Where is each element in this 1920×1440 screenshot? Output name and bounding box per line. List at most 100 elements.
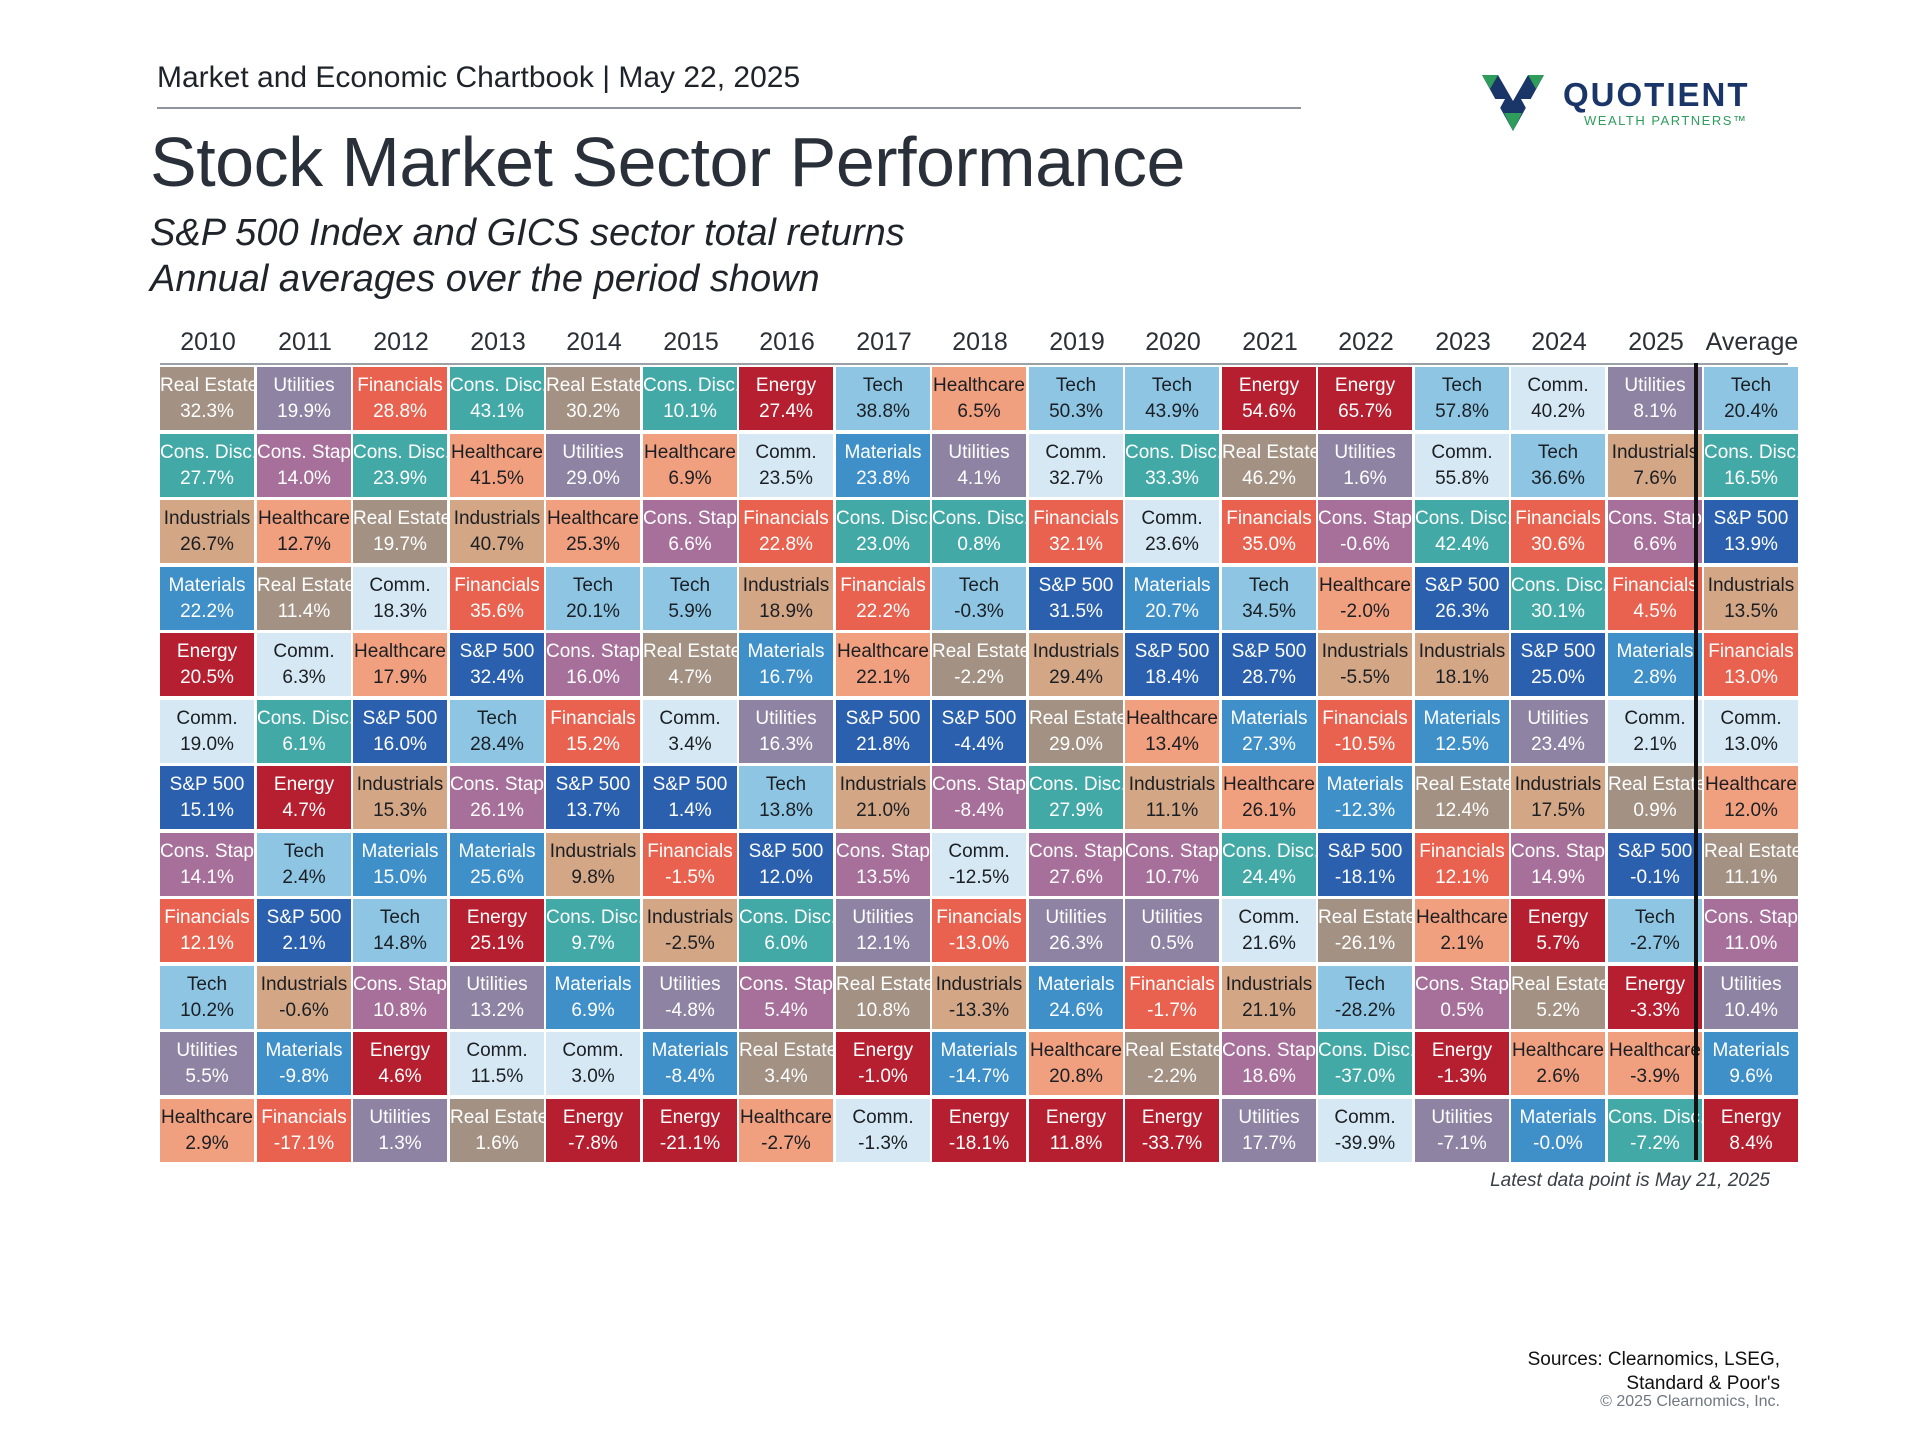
- sector-cell: Comm. 23.5%: [739, 434, 833, 497]
- sector-return: 38.8%: [856, 401, 910, 422]
- sector-return: -0.6%: [1340, 534, 1390, 555]
- sector-name: Industrials: [356, 774, 444, 795]
- sector-cell: Utilities -7.1%: [1415, 1099, 1509, 1162]
- sector-return: -2.5%: [665, 933, 715, 954]
- sector-name: S&P 500: [362, 708, 438, 729]
- sector-cell: Real Estate 3.4%: [739, 1032, 833, 1095]
- sector-cell: Tech 14.8%: [353, 899, 447, 962]
- sector-return: 3.4%: [668, 734, 712, 755]
- sector-cell: Utilities 1.6%: [1318, 434, 1412, 497]
- sector-name: Tech: [572, 575, 614, 596]
- sector-name: Materials: [1616, 641, 1694, 662]
- sector-cell: Comm. 11.5%: [450, 1032, 544, 1095]
- sector-return: -33.7%: [1141, 1133, 1203, 1154]
- sector-cell: Real Estate -26.1%: [1318, 899, 1412, 962]
- sector-name: Real Estate: [1511, 974, 1605, 995]
- sector-name: Industrials: [1321, 641, 1409, 662]
- sector-cell: Real Estate 11.1%: [1704, 833, 1798, 896]
- year-label-2013: 2013: [470, 328, 526, 356]
- sector-cell: Materials 12.5%: [1415, 700, 1509, 763]
- sector-name: Tech: [958, 575, 1000, 596]
- sector-return: 32.1%: [1049, 534, 1103, 555]
- sector-cell: Utilities 29.0%: [546, 434, 640, 497]
- sector-return: 4.7%: [282, 800, 326, 821]
- sector-cell: Real Estate 11.4%: [257, 567, 351, 630]
- sector-return: 54.6%: [1242, 401, 1296, 422]
- sector-cell: Utilities 17.7%: [1222, 1099, 1316, 1162]
- sector-cell: Tech 50.3%: [1029, 367, 1123, 430]
- sector-return: -8.4%: [665, 1066, 715, 1087]
- sector-cell: Healthcare -3.9%: [1608, 1032, 1702, 1095]
- sector-cell: Financials -17.1%: [257, 1099, 351, 1162]
- sector-return: 11.0%: [1724, 933, 1778, 954]
- sector-cell: Healthcare 22.1%: [836, 633, 930, 696]
- sector-return: 21.1%: [1242, 1000, 1296, 1021]
- sector-cell: Industrials 21.1%: [1222, 966, 1316, 1029]
- sector-return: 0.5%: [1150, 933, 1194, 954]
- sector-name: Industrials: [1032, 641, 1120, 662]
- sector-name: Tech: [669, 575, 711, 596]
- sector-name: Industrials: [1418, 641, 1506, 662]
- sector-name: Materials: [554, 974, 632, 995]
- sector-cell: Financials -1.5%: [643, 833, 737, 896]
- sector-cell: Comm. 18.3%: [353, 567, 447, 630]
- sector-cell: Real Estate 5.2%: [1511, 966, 1605, 1029]
- sector-return: 36.6%: [1531, 468, 1585, 489]
- sector-name: Energy: [755, 375, 817, 396]
- sector-name: Utilities: [176, 1040, 238, 1061]
- sector-name: Tech: [1055, 375, 1097, 396]
- sector-name: Financials: [1033, 508, 1119, 529]
- sector-name: Materials: [844, 442, 922, 463]
- sector-name: Tech: [1248, 575, 1290, 596]
- sector-name: Comm.: [755, 442, 817, 463]
- sector-return: 1.4%: [668, 800, 712, 821]
- sector-cell: Real Estate 4.7%: [643, 633, 737, 696]
- sector-name: Energy: [852, 1040, 914, 1061]
- sector-name: Comm.: [1624, 708, 1686, 729]
- sector-name: Healthcare: [1126, 708, 1218, 729]
- sector-name: Energy: [1624, 974, 1686, 995]
- sector-cell: S&P 500 32.4%: [450, 633, 544, 696]
- sector-return: 13.8%: [759, 800, 813, 821]
- sector-cell: Cons. Stap. -0.6%: [1318, 500, 1412, 563]
- sector-cell: Healthcare 12.7%: [257, 500, 351, 563]
- sector-cell: Energy 8.4%: [1704, 1099, 1798, 1162]
- sector-cell: Tech 20.1%: [546, 567, 640, 630]
- sector-name: Cons. Disc.: [932, 508, 1026, 529]
- sector-name: Tech: [1730, 375, 1772, 396]
- year-label-2014: 2014: [566, 328, 622, 356]
- sector-name: Comm.: [466, 1040, 528, 1061]
- sector-return: 27.9%: [1049, 800, 1103, 821]
- sector-return: 13.4%: [1145, 734, 1199, 755]
- sector-name: Cons. Stap.: [1222, 1040, 1316, 1061]
- sector-return: -0.6%: [279, 1000, 329, 1021]
- sector-name: Cons. Disc.: [1029, 774, 1123, 795]
- sector-cell: Cons. Stap. 27.6%: [1029, 833, 1123, 896]
- sector-name: Real Estate: [643, 641, 737, 662]
- sector-name: Real Estate: [836, 974, 930, 995]
- sector-cell: Real Estate 10.8%: [836, 966, 930, 1029]
- sector-name: Cons. Disc.: [1318, 1040, 1412, 1061]
- sector-return: 25.1%: [470, 933, 524, 954]
- sector-cell: Real Estate 30.2%: [546, 367, 640, 430]
- sector-cell: Healthcare 12.0%: [1704, 766, 1798, 829]
- logo-name: QUOTIENT: [1563, 76, 1750, 113]
- sector-cell: Energy 4.7%: [257, 766, 351, 829]
- sector-cell: S&P 500 12.0%: [739, 833, 833, 896]
- sector-return: 0.8%: [957, 534, 1001, 555]
- sector-cell: Cons. Disc. 9.7%: [546, 899, 640, 962]
- sector-name: Industrials: [260, 974, 348, 995]
- sector-cell: Cons. Stap. 6.6%: [1608, 500, 1702, 563]
- sector-return: 23.6%: [1145, 534, 1199, 555]
- sector-name: Cons. Disc.: [643, 375, 737, 396]
- sector-name: Cons. Disc.: [1511, 575, 1605, 596]
- sector-name: Comm.: [1141, 508, 1203, 529]
- sector-return: 6.0%: [764, 933, 808, 954]
- sector-name: Utilities: [1527, 708, 1589, 729]
- sector-cell: Utilities 8.1%: [1608, 367, 1702, 430]
- sector-name: Energy: [1527, 907, 1589, 928]
- sector-return: 57.8%: [1435, 401, 1489, 422]
- sector-return: 27.6%: [1049, 867, 1103, 888]
- sector-return: 26.3%: [1435, 601, 1489, 622]
- sector-name: Materials: [1037, 974, 1115, 995]
